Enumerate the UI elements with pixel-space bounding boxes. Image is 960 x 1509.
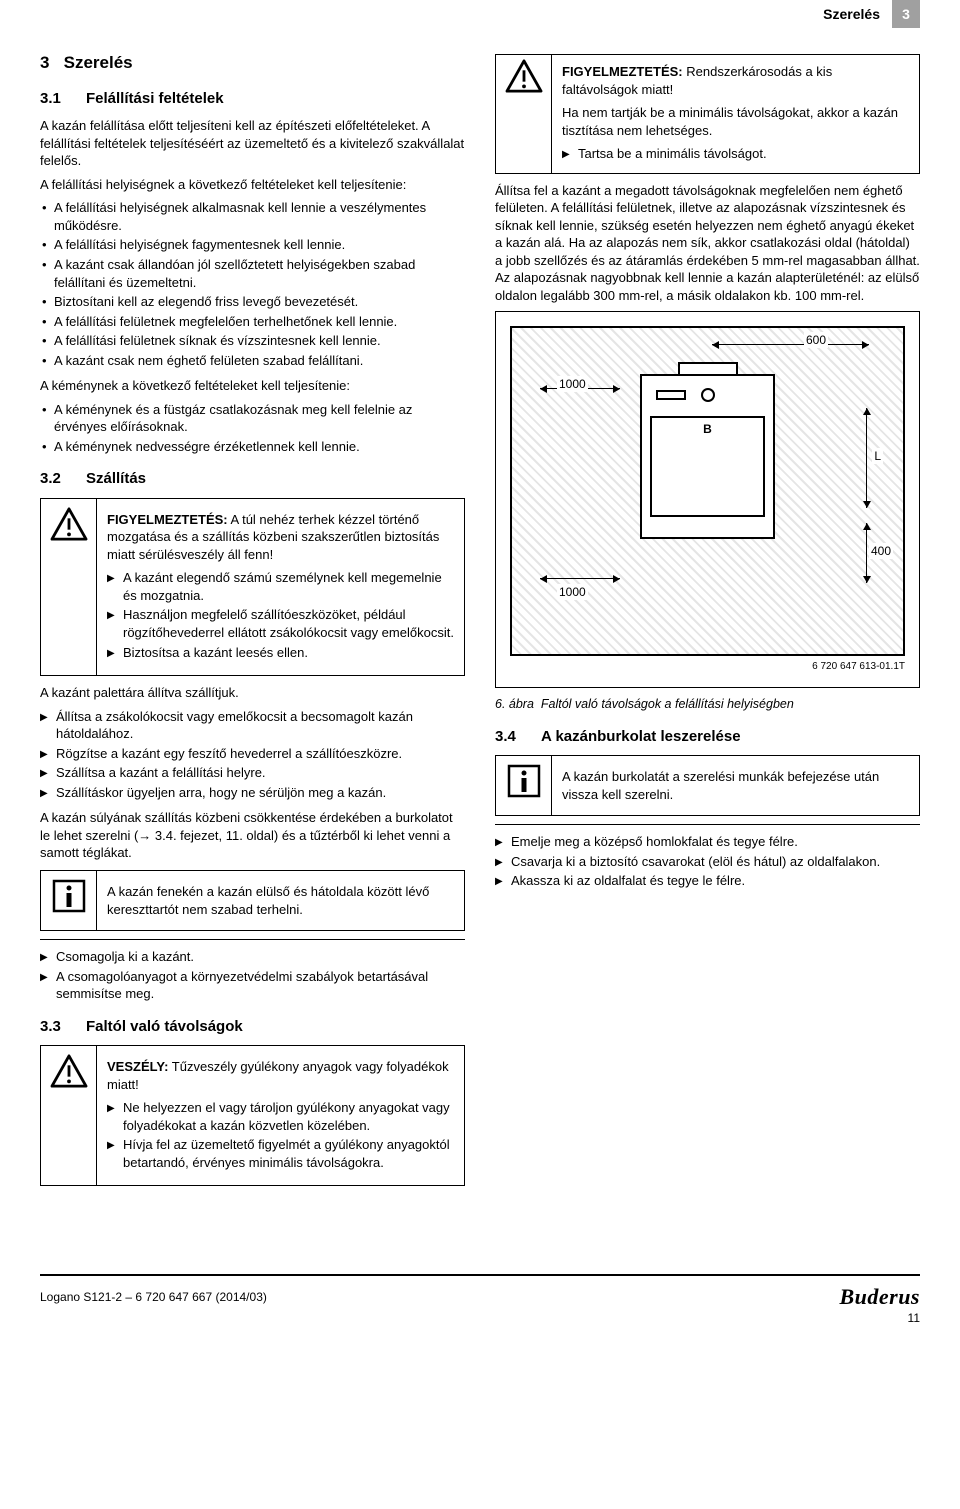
section-3-heading: 3 Szerelés xyxy=(40,52,465,75)
separator xyxy=(495,824,920,825)
figure-caption: 6. ábra Faltól való távolságok a felállí… xyxy=(495,696,920,713)
bullet-list: A kéménynek és a füstgáz csatlakozásnak … xyxy=(40,401,465,456)
arrow-list: Állítsa a zsákolókocsit vagy emelőkocsit… xyxy=(40,708,465,802)
info-icon xyxy=(507,764,541,798)
arrow-list: Csomagolja ki a kazánt.A csomagolóanyago… xyxy=(40,948,465,1003)
footer-doc-id: Logano S121-2 – 6 720 647 667 (2014/03) xyxy=(40,1289,267,1305)
danger-box: VESZÉLY: Tűzveszély gyúlékony anyagok va… xyxy=(40,1045,465,1186)
warning-icon xyxy=(50,1054,88,1088)
page-number: 11 xyxy=(40,1310,920,1326)
page-footer: Logano S121-2 – 6 720 647 667 (2014/03) … xyxy=(40,1274,920,1312)
bullet-list: A felállítási helyiségnek alkalmasnak ke… xyxy=(40,199,465,369)
header-title: Szerelés xyxy=(823,5,880,24)
info-icon xyxy=(52,879,86,913)
para: A kazán felállítása előtt teljesíteni ke… xyxy=(40,117,465,170)
header-badge: 3 xyxy=(892,0,920,28)
figure-code: 6 720 647 613-01.1T xyxy=(510,660,905,674)
para: A kazán súlyának szállítás közbeni csökk… xyxy=(40,809,465,862)
warning-icon xyxy=(50,507,88,541)
figure-6: 600 1000 1000 L 400 B 6 720 647 613-01.1… xyxy=(495,311,920,689)
separator xyxy=(40,939,465,940)
boiler-diagram: B xyxy=(640,374,775,539)
para: A kéménynek a következő feltételeket kel… xyxy=(40,377,465,395)
section-3-2-heading: 3.2Szállítás xyxy=(40,469,465,489)
info-box: A kazán burkolatát a szerelési munkák be… xyxy=(495,755,920,816)
warning-box: FIGYELMEZTETÉS: Rendszerkárosodás a kis … xyxy=(495,54,920,174)
section-3-4-heading: 3.4A kazánburkolat leszerelése xyxy=(495,727,920,747)
info-box: A kazán fenekén a kazán elülső és hátold… xyxy=(40,870,465,931)
arrow-list: Emelje meg a középső homlokfalat és tegy… xyxy=(495,833,920,890)
section-3-3-heading: 3.3Faltól való távolságok xyxy=(40,1017,465,1037)
warning-box: FIGYELMEZTETÉS: A túl nehéz terhek kézze… xyxy=(40,498,465,676)
para: A kazánt palettára állítva szállítjuk. xyxy=(40,684,465,702)
section-3-1-heading: 3.1Felállítási feltételek xyxy=(40,89,465,109)
para: Állítsa fel a kazánt a megadott távolság… xyxy=(495,182,920,305)
warning-icon xyxy=(505,59,543,93)
brand-logo: Buderus xyxy=(839,1282,920,1312)
para: A felállítási helyiségnek a következő fe… xyxy=(40,176,465,194)
